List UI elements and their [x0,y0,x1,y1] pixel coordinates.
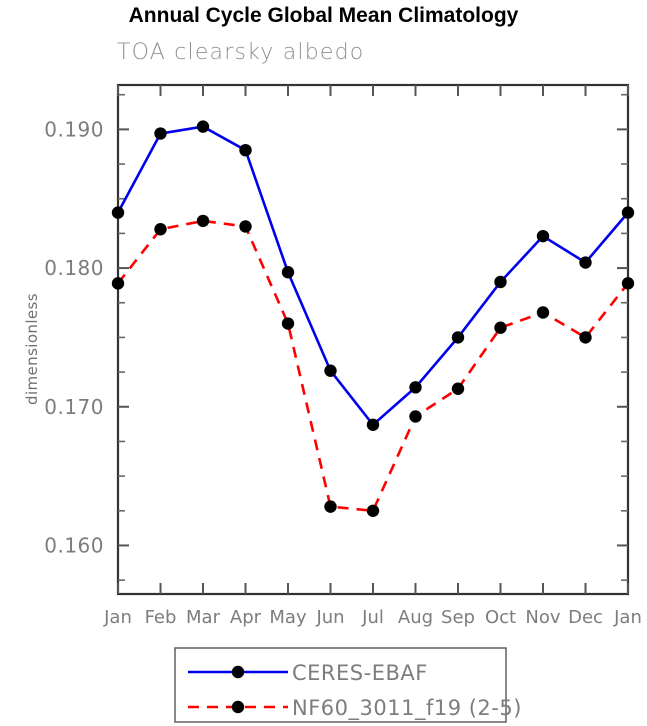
data-point [494,275,507,289]
x-tick-label: Sep [441,607,475,628]
data-point [621,206,635,219]
x-tick-label: Nov [525,607,560,628]
x-tick-label: Aug [398,607,433,628]
data-point [239,220,252,233]
x-tick-label: Jun [315,607,344,628]
series-layer [111,120,635,517]
data-point [579,256,592,269]
data-point [281,266,295,279]
data-point [536,229,550,243]
y-tick-label: 0.190 [44,117,104,141]
data-point [111,206,125,219]
data-point [451,382,465,395]
data-point [154,127,167,140]
x-tick-label: May [269,607,307,628]
x-tick-label: Jul [361,607,384,628]
data-point [196,214,210,228]
x-tick-label: Apr [230,607,262,628]
data-point [409,381,422,394]
data-point [536,306,550,319]
y-tick-label: 0.160 [44,533,104,557]
x-tick-label: Mar [186,607,221,628]
data-point [281,317,295,330]
data-point [409,410,422,423]
x-tick-label: Feb [145,607,177,628]
x-tick-label: Jan [613,607,642,628]
x-tick-label: Dec [568,607,603,628]
series-line-1 [116,125,629,427]
x-tick-label: Oct [485,607,516,628]
data-point [324,364,337,377]
data-point [196,120,210,133]
y-tick-label: 0.180 [44,256,104,280]
legend-layer: CERES-EBAF NF60_3011_f19 (2-5) [174,647,522,723]
legend-marker-1 [231,665,245,679]
data-point [111,277,125,290]
y-tick-label: 0.170 [44,395,104,419]
chart-title: Annual Cycle Global Mean Climatology [128,4,519,27]
data-point [324,500,337,513]
legend-label-2: NF60_3011_f19 (2-5) [292,696,522,721]
data-point [621,277,635,290]
legend-box [174,647,507,723]
x-tick-label: Jan [103,607,132,628]
plot-frame [116,83,630,596]
series-line-2 [116,219,630,513]
data-point [239,143,252,157]
data-point [451,331,465,344]
chart-subtitle: TOA clearsky albedo [117,40,365,65]
data-point [366,504,380,517]
data-point [579,331,592,344]
legend-marker-2 [231,700,245,714]
axes-layer: 0.190 0.180 0.170 0.160 Jan Feb Mar Apr May Jun Ju… [44,83,642,628]
data-point [154,223,167,236]
data-point [494,321,507,334]
data-point [366,418,380,431]
legend-label-1: CERES-EBAF [292,661,428,685]
